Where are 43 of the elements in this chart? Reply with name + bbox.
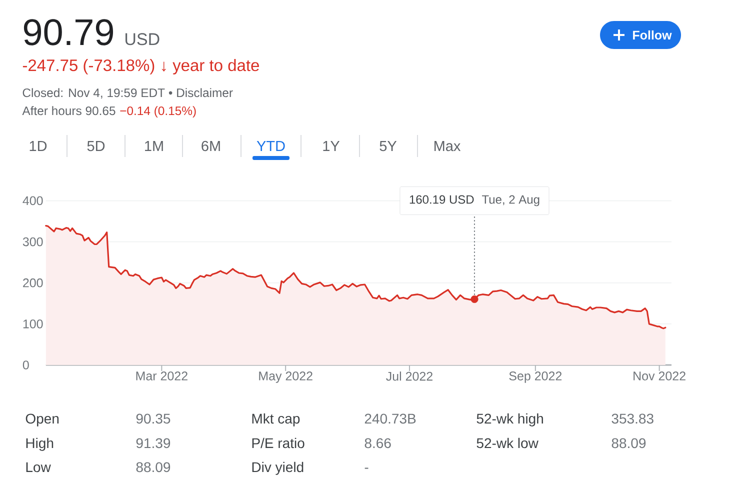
text: After hours 90.65 xyxy=(22,106,116,116)
text: 1D xyxy=(30,141,47,151)
text: Follow xyxy=(633,30,672,40)
text: 5Y xyxy=(380,141,397,152)
text: P/E ratio xyxy=(252,438,304,448)
chart-subtitle: USD xyxy=(126,33,160,46)
x-tick-label: Nov 2022 xyxy=(634,372,686,380)
text: 353.83 xyxy=(612,414,654,424)
text: 6M xyxy=(202,140,220,152)
annotation: Tue, 2 Aug xyxy=(482,195,540,206)
x-tick-label: Sep 2022 xyxy=(509,372,562,383)
text: 5D xyxy=(87,141,105,152)
chart-title: 90.79 xyxy=(24,19,114,46)
text: 91.39 xyxy=(136,438,170,448)
text: 88.09 xyxy=(136,462,170,472)
x-tick-label: Jul 2022 xyxy=(386,372,432,381)
text: - xyxy=(364,468,368,469)
text: 240.73B xyxy=(364,414,416,424)
y-tick-label: 0 xyxy=(22,360,29,370)
text: Low xyxy=(26,462,51,472)
text: 88.09 xyxy=(612,438,646,448)
text: 1Y xyxy=(323,141,340,151)
text: High xyxy=(26,438,54,451)
text: Mkt cap xyxy=(252,413,300,426)
x-tick-label: Mar 2022 xyxy=(136,372,188,380)
y-tick-label: 200 xyxy=(23,278,43,288)
text: -247.75 (-73.18%) ↓ year to date xyxy=(22,59,259,74)
text: YTD xyxy=(256,141,285,151)
text: 52-wk high xyxy=(476,413,543,426)
text: 8.66 xyxy=(364,438,391,448)
text: 52-wk low xyxy=(476,438,538,448)
y-tick-label: 100 xyxy=(23,320,43,328)
annotation: 160.19 USD xyxy=(410,195,474,204)
text: Max xyxy=(434,141,461,152)
x-tick-label: May 2022 xyxy=(259,372,312,383)
text: 1M xyxy=(145,141,163,151)
y-tick-label: 300 xyxy=(22,237,43,246)
text: 90.35 xyxy=(136,414,170,424)
y-tick-label: 400 xyxy=(22,196,43,206)
text: Open xyxy=(26,414,59,426)
text: −0.14 (0.15%) xyxy=(120,106,196,118)
text: Closed: Nov 4, 19:59 EDT • Disclaimer xyxy=(22,88,233,99)
text: Div yield xyxy=(252,462,304,475)
